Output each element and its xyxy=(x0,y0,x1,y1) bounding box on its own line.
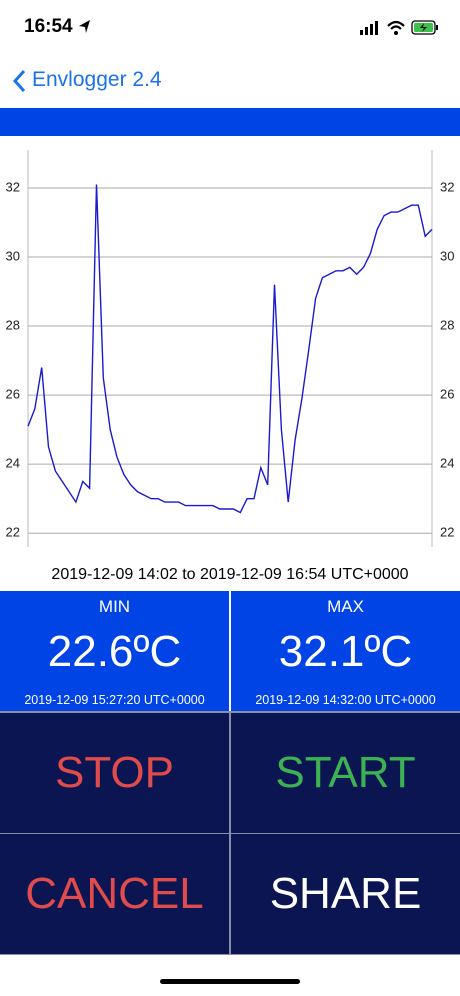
y2-tick-label: 22 xyxy=(440,525,454,540)
y2-tick-label: 32 xyxy=(440,179,454,194)
chart: 22 22 24 24 26 26 28 28 30 30 32 32 xyxy=(6,150,454,547)
stat-label: MIN xyxy=(98,597,131,616)
header-bar xyxy=(0,108,460,136)
min-panel: MIN 22.6ºC 2019-12-09 15:27:20 UTC+0000 xyxy=(0,591,229,711)
back-chevron[interactable] xyxy=(10,68,30,94)
y2-tick-label: 26 xyxy=(440,387,454,402)
stat-label: MAX xyxy=(327,597,364,616)
location-icon xyxy=(79,20,90,33)
max-panel: MAX 32.1ºC 2019-12-09 14:32:00 UTC+0000 xyxy=(231,591,460,711)
y-tick-label: 32 xyxy=(6,179,20,194)
range-label: 2019-12-09 14:02 to 2019-12-09 16:54 UTC… xyxy=(51,566,409,583)
y2-tick-label: 28 xyxy=(440,317,454,332)
y-tick-label: 22 xyxy=(6,525,20,540)
status-time: 16:54 xyxy=(24,16,73,37)
data-line xyxy=(27,184,433,514)
stat-value: 32.1ºC xyxy=(278,627,413,676)
y2-tick-label: 24 xyxy=(440,456,454,471)
stat-time: 2019-12-09 14:32:00 UTC+0000 xyxy=(255,693,436,707)
cancel-button[interactable]: CANCEL xyxy=(0,834,229,954)
stat-time: 2019-12-09 15:27:20 UTC+0000 xyxy=(24,693,205,707)
home-indicator xyxy=(160,979,300,984)
stat-value: 22.6ºC xyxy=(47,627,182,676)
status-icons xyxy=(360,20,438,35)
start-button[interactable]: START xyxy=(231,713,460,833)
y-tick-label: 28 xyxy=(6,317,20,332)
y-tick-label: 24 xyxy=(6,456,20,471)
y-tick-label: 26 xyxy=(6,387,20,402)
share-button[interactable]: SHARE xyxy=(231,834,460,954)
y-tick-label: 30 xyxy=(6,248,20,263)
back-button[interactable]: Envlogger 2.4 xyxy=(32,68,162,91)
y2-tick-label: 30 xyxy=(440,248,454,263)
stop-button[interactable]: STOP xyxy=(0,713,229,833)
